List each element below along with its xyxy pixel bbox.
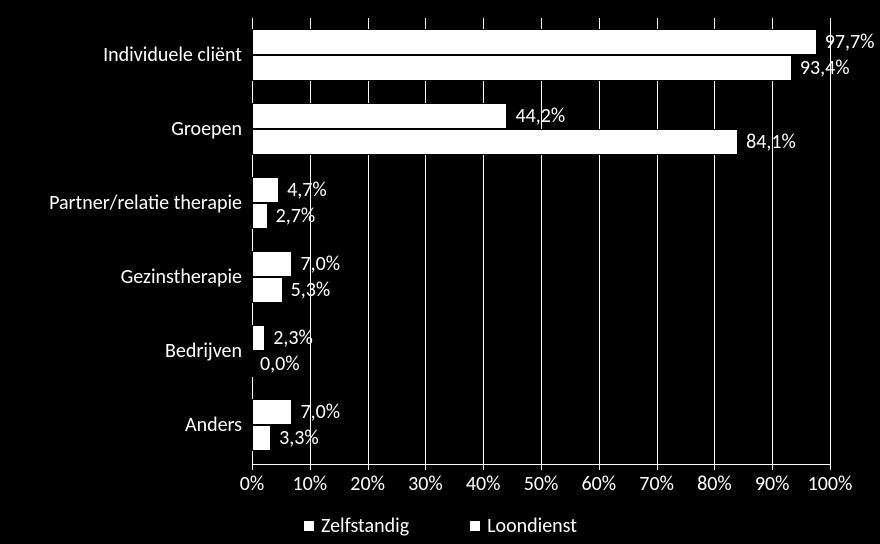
category-group: Bedrijven2,3%0,0%: [252, 314, 830, 388]
bar: [252, 277, 283, 303]
x-tick-label: 80%: [697, 464, 732, 496]
bar: [252, 251, 292, 277]
legend-item: Loondienst: [469, 514, 577, 538]
x-tick-label: 40%: [466, 464, 501, 496]
x-tick-label: 60%: [582, 464, 617, 496]
x-tick-label: 70%: [639, 464, 674, 496]
category-label: Gezinstherapie: [121, 265, 252, 289]
x-tick-label: 10%: [293, 464, 328, 496]
legend: Zelfstandig Loondienst: [303, 514, 577, 538]
x-tick-label: 100%: [808, 464, 853, 496]
bar: [252, 103, 507, 129]
bar-value-label: 4,7%: [287, 178, 327, 202]
bar: [252, 29, 817, 55]
bar: [252, 129, 738, 155]
x-tick-label: 30%: [408, 464, 443, 496]
bar-value-label: 2,3%: [273, 326, 313, 350]
category-group: Gezinstherapie7,0%5,3%: [252, 240, 830, 314]
x-tick-label: 0%: [240, 464, 264, 496]
bar-value-label: 44,2%: [515, 104, 565, 128]
bar-value-label: 3,3%: [279, 426, 319, 450]
bar-value-label: 5,3%: [291, 278, 331, 302]
chart-container: 0% 10% 20% 30% 40% 50% 60% 70% 80% 90% 100% Individ…: [0, 0, 880, 544]
bar: [252, 203, 268, 229]
x-tick-label: 90%: [755, 464, 790, 496]
bar: [252, 55, 792, 81]
category-label: Anders: [185, 413, 252, 437]
x-tick-label: 20%: [350, 464, 385, 496]
category-group: Groepen44,2%84,1%: [252, 92, 830, 166]
bar-value-label: 7,0%: [300, 400, 340, 424]
legend-label: Zelfstandig: [321, 514, 409, 538]
bar-value-label: 7,0%: [300, 252, 340, 276]
category-label: Partner/relatie therapie: [49, 191, 252, 215]
legend-label: Loondienst: [487, 514, 577, 538]
bar-value-label: 84,1%: [746, 130, 796, 154]
category-label: Bedrijven: [165, 339, 252, 363]
bar-value-label: 0,0%: [260, 352, 300, 376]
legend-item: Zelfstandig: [303, 514, 409, 538]
grid-line: [830, 18, 831, 464]
category-label: Groepen: [171, 117, 252, 141]
legend-swatch: [469, 520, 481, 532]
category-group: Anders7,0%3,3%: [252, 388, 830, 462]
legend-swatch: [303, 520, 315, 532]
category-group: Partner/relatie therapie4,7%2,7%: [252, 166, 830, 240]
bar: [252, 351, 254, 377]
bar: [252, 325, 265, 351]
category-label: Individuele cliënt: [103, 43, 252, 67]
bar: [252, 425, 271, 451]
bar: [252, 177, 279, 203]
bar-value-label: 97,7%: [825, 30, 875, 54]
category-group: Individuele cliënt97,7%93,4%: [252, 18, 830, 92]
plot-area: 0%10%20%30%40%50%60%70%80%90%100%Individ…: [252, 18, 830, 464]
bar-value-label: 2,7%: [276, 204, 316, 228]
bar-value-label: 93,4%: [800, 56, 850, 80]
x-tick-label: 50%: [524, 464, 559, 496]
bar: [252, 399, 292, 425]
